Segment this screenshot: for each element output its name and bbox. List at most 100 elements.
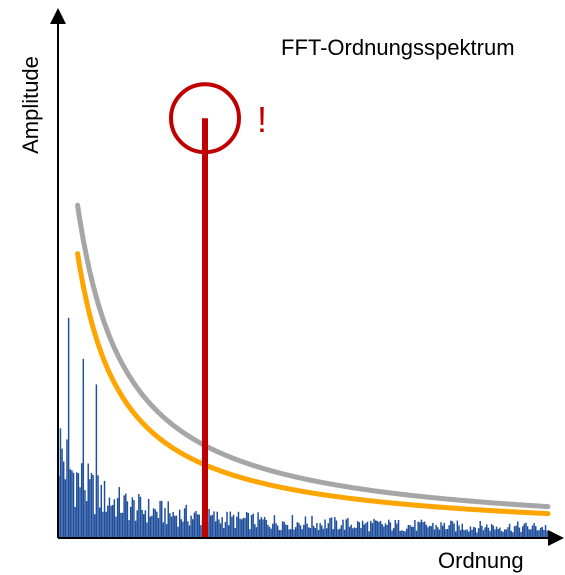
marker-layer: !	[169, 82, 267, 538]
spectrum-bar	[116, 497, 119, 538]
spectrum-bar	[239, 518, 241, 538]
spectrum-bar	[459, 530, 462, 538]
y-axis-arrow-icon	[50, 8, 66, 24]
spectrum-bar	[482, 530, 485, 538]
spectrum-bar	[95, 384, 98, 538]
spectrum-bar	[192, 519, 194, 538]
spectrum-bar	[125, 493, 127, 538]
spectrum-bar	[120, 512, 122, 538]
spectrum-bar	[149, 516, 152, 538]
spectrum-bar	[458, 525, 460, 538]
spectrum-bar	[98, 507, 101, 538]
spectrum-bar	[373, 518, 375, 538]
spectrum-bar	[440, 522, 442, 538]
spectrum-bar	[474, 527, 477, 538]
spectrum-bar	[512, 532, 514, 538]
spectrum-bar	[162, 522, 165, 538]
x-axis-arrow-icon	[548, 530, 564, 546]
spectrum-bar	[513, 526, 516, 538]
spectrum-bar	[415, 530, 418, 538]
spectrum-bar	[273, 515, 276, 538]
spectrum-bar	[481, 525, 483, 538]
spectrum-bar	[258, 519, 261, 538]
spectrum-bar	[97, 475, 99, 538]
spectrum-bar	[484, 527, 486, 538]
spectrum-bar	[113, 499, 116, 538]
spectrum-bar	[507, 527, 509, 538]
spectrum-bar	[267, 524, 269, 538]
spectrum-bar	[195, 510, 197, 538]
spectrum-bar	[198, 514, 201, 538]
spectrum-bar	[255, 527, 258, 538]
spectrum-bar	[74, 506, 76, 538]
spectrum-bar	[525, 522, 527, 538]
spectrum-bar	[152, 508, 155, 538]
spectrum-bar	[232, 514, 235, 538]
chart-title: FFT-Ordnungsspektrum	[281, 35, 515, 60]
spectrum-bar	[79, 487, 81, 538]
gray-envelope-curve	[75, 202, 551, 510]
spectrum-bar	[280, 530, 282, 538]
spectrum-bar	[521, 526, 524, 538]
spectrum-bar	[463, 529, 465, 538]
orange-envelope-curve	[75, 251, 551, 517]
spectrum-bar	[543, 529, 545, 538]
spectrum-bar	[242, 517, 245, 538]
spectrum-bar	[286, 524, 289, 538]
spectrum-bar	[356, 521, 359, 538]
spectrum-bar	[293, 529, 295, 538]
spectrum-bar	[144, 510, 147, 538]
spectrum-bar	[254, 524, 256, 538]
spectrum-bar	[466, 529, 468, 538]
spectrum-bar	[536, 530, 539, 538]
spectrum-bar	[69, 469, 71, 538]
spectrum-bar	[469, 526, 472, 538]
spectrum-bar	[352, 528, 354, 538]
spectrum-bar	[136, 510, 138, 538]
spectrum-bar	[115, 516, 117, 538]
spectrum-bar	[134, 520, 137, 538]
spectrum-bar	[94, 514, 96, 538]
spectrum-bar	[464, 530, 467, 538]
spectrum-bar	[160, 500, 163, 538]
spectrum-bar	[334, 517, 336, 538]
spectrum-bar	[448, 525, 450, 538]
spectrum-bar	[404, 531, 406, 538]
spectrum-bar	[500, 530, 503, 538]
spectrum-bar	[528, 529, 530, 538]
axes-layer	[50, 8, 564, 546]
spectrum-bar	[329, 517, 331, 538]
spectrum-bar	[456, 520, 459, 538]
x-axis-label: Ordnung	[438, 548, 524, 573]
spectrum-bar	[339, 528, 341, 538]
bars-layer	[58, 317, 548, 538]
spectrum-bar	[84, 490, 86, 538]
spectrum-bar	[379, 520, 382, 538]
spectrum-bar	[435, 524, 437, 538]
spectrum-bar	[368, 531, 370, 538]
spectrum-bar	[432, 522, 434, 538]
spectrum-bar	[170, 516, 173, 538]
spectrum-bar	[441, 525, 444, 538]
spectrum-bar	[327, 523, 330, 538]
spectrum-bar	[353, 527, 356, 538]
spectrum-bar	[538, 530, 540, 538]
spectrum-bar	[159, 500, 161, 538]
spectrum-bar	[471, 529, 473, 538]
spectrum-bar	[257, 512, 259, 538]
marker-label: !	[257, 99, 267, 140]
spectrum-bar	[433, 529, 436, 538]
y-axis-label: Amplitude	[18, 56, 43, 154]
spectrum-bar	[301, 529, 303, 538]
spectrum-bar	[138, 493, 140, 538]
spectrum-bar	[156, 511, 158, 538]
spectrum-bar	[89, 479, 91, 538]
spectrum-bar	[247, 513, 250, 538]
spectrum-bar	[272, 523, 274, 538]
spectrum-bar	[312, 525, 315, 538]
spectrum-bar	[196, 514, 199, 538]
spectrum-bar	[340, 525, 343, 538]
spectrum-bar	[285, 524, 287, 538]
spectrum-bar	[497, 528, 499, 538]
spectrum-bar	[133, 500, 135, 538]
